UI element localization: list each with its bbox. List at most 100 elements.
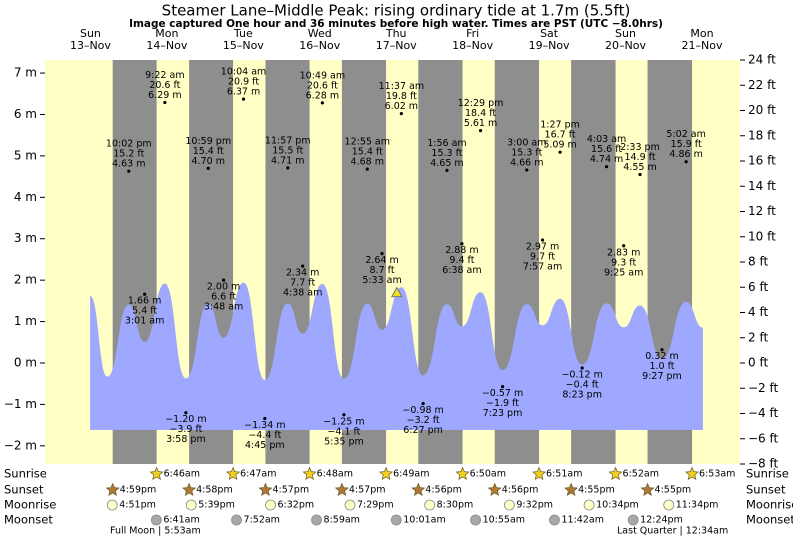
tide-label: −0.98 m	[402, 405, 443, 416]
sunset-icon	[258, 482, 273, 496]
day-name: Fri	[466, 27, 479, 40]
sunset-icon	[640, 482, 655, 496]
tide-point	[540, 238, 545, 242]
sunrise-time: 6:47am	[240, 469, 276, 480]
tide-point	[399, 112, 403, 116]
tide-point	[241, 97, 246, 101]
moonset-icon	[549, 514, 560, 526]
tide-label: 9.3 ft	[611, 257, 636, 268]
row-label: Sunset	[746, 483, 786, 497]
now-marker	[390, 286, 403, 298]
tide-point	[660, 348, 664, 352]
sunset-time: 4:56pm	[502, 485, 539, 496]
tide-label: 4.55 m	[623, 162, 656, 173]
tide-label: 9:22 am	[145, 70, 184, 81]
moonset-time: 10:55am	[483, 515, 525, 526]
tide-label: 7:23 pm	[483, 408, 523, 419]
sunrise-time: 6:46am	[164, 469, 200, 480]
tide-label: 12:55 am	[345, 137, 390, 148]
sunrise-icon	[226, 466, 241, 480]
day-date: 19–Nov	[529, 39, 570, 52]
sunset-icon	[334, 482, 349, 496]
sunrise-time: 6:49am	[393, 469, 429, 480]
moonset-time: 10:01am	[403, 515, 445, 526]
tide-label: 20.6 ft	[149, 80, 180, 91]
moonrise-time: 6:32pm	[278, 500, 315, 511]
tide-label: 5:35 pm	[324, 436, 364, 447]
y-tick-label: 7 m	[14, 66, 37, 80]
sunrise-time: 6:53am	[699, 469, 735, 480]
moon-phase: Full Moon | 5:53am	[110, 526, 201, 537]
tide-label: 2:33 pm	[620, 142, 660, 153]
y-tick-label: 5 m	[14, 148, 37, 162]
tide-label: −1.20 m	[165, 414, 206, 425]
moon-phase: Last Quarter | 12:34am	[617, 526, 728, 537]
tide-point	[342, 413, 346, 417]
tide-label: 2.88 m	[445, 245, 478, 256]
tide-label: 5:02 am	[666, 129, 705, 140]
tide-point	[221, 278, 226, 282]
tide-label: 4:45 pm	[245, 440, 285, 451]
y2-tick-label: −2 ft	[748, 381, 779, 395]
tide-label: 1.66 m	[128, 296, 161, 307]
y-tick-label: 2 m	[14, 273, 37, 287]
tide-label: 12:29 pm	[458, 98, 504, 109]
tide-label: 9:27 pm	[642, 371, 682, 382]
chart-title: Steamer Lane–Middle Peak: rising ordinar…	[162, 2, 631, 20]
tide-label: 5.4 ft	[132, 306, 157, 317]
tide-label: 6.37 m	[227, 87, 260, 98]
tide-point	[684, 160, 688, 164]
tide-label: 4.86 m	[669, 149, 702, 160]
tide-label: 5.61 m	[464, 118, 497, 129]
row-label: Sunset	[4, 483, 44, 497]
y2-tick-label: 12 ft	[748, 204, 776, 218]
water-layer	[90, 282, 703, 430]
y2-tick-label: −8 ft	[748, 457, 779, 471]
tide-label: 15.5 ft	[272, 145, 303, 156]
chart-subtitle: Image captured One hour and 36 minutes b…	[129, 18, 663, 30]
day-name: Wed	[308, 27, 332, 40]
sunset-icon	[487, 482, 502, 496]
tide-label: −1.34 m	[244, 420, 285, 431]
tide-label: 1:27 pm	[540, 120, 580, 131]
moonset-time: 8:59am	[324, 515, 360, 526]
moonset-time: 7:52am	[244, 515, 280, 526]
moonrise-icon	[344, 499, 356, 511]
tide-label: 20.9 ft	[228, 77, 259, 88]
tide-label: 15.4 ft	[193, 146, 224, 157]
sunset-icon	[105, 482, 120, 496]
tide-label: −4.4 ft	[248, 430, 281, 441]
sunset-icon	[564, 482, 579, 496]
tide-point	[580, 366, 584, 370]
tide-label: 20.6 ft	[307, 80, 338, 91]
tide-point	[286, 166, 290, 170]
tide-label: 15.9 ft	[671, 139, 702, 150]
y2-tick-label: 20 ft	[748, 103, 776, 117]
sunrise-icon	[684, 466, 700, 480]
day-date: 15–Nov	[223, 39, 264, 52]
tide-label: 6.29 m	[148, 90, 181, 101]
tide-area	[90, 282, 703, 430]
tide-point	[263, 416, 267, 421]
tide-point	[478, 129, 483, 133]
tide-point	[500, 385, 505, 389]
tide-label: 15.2 ft	[113, 149, 144, 160]
tide-label: 2.64 m	[365, 255, 398, 266]
sunrise-icon	[532, 466, 547, 480]
moonset-icon	[390, 514, 402, 526]
row-label: Moonset	[746, 513, 793, 527]
moonrise-icon	[424, 499, 436, 511]
tide-label: 8.7 ft	[370, 265, 395, 276]
tide-label: 7.7 ft	[290, 278, 315, 289]
tide-label: 3:01 am	[125, 316, 164, 327]
moonrise-icon	[185, 499, 197, 511]
moonset-icon	[470, 514, 481, 526]
moonset-time: 6:41am	[163, 515, 199, 526]
y-tick-label: 3 m	[14, 231, 37, 245]
tide-label: −4.1 ft	[327, 426, 360, 437]
tide-label: −1.9 ft	[486, 398, 519, 409]
y2-tick-label: 0 ft	[748, 356, 768, 370]
day-name: Sun	[80, 27, 101, 40]
moonrise-time: 11:34pm	[676, 500, 719, 511]
moonrise-time: 9:32pm	[516, 500, 553, 511]
